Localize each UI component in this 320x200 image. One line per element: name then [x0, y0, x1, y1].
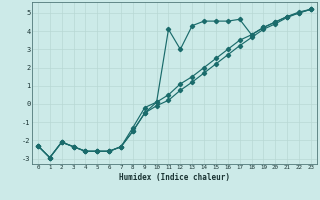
- X-axis label: Humidex (Indice chaleur): Humidex (Indice chaleur): [119, 173, 230, 182]
